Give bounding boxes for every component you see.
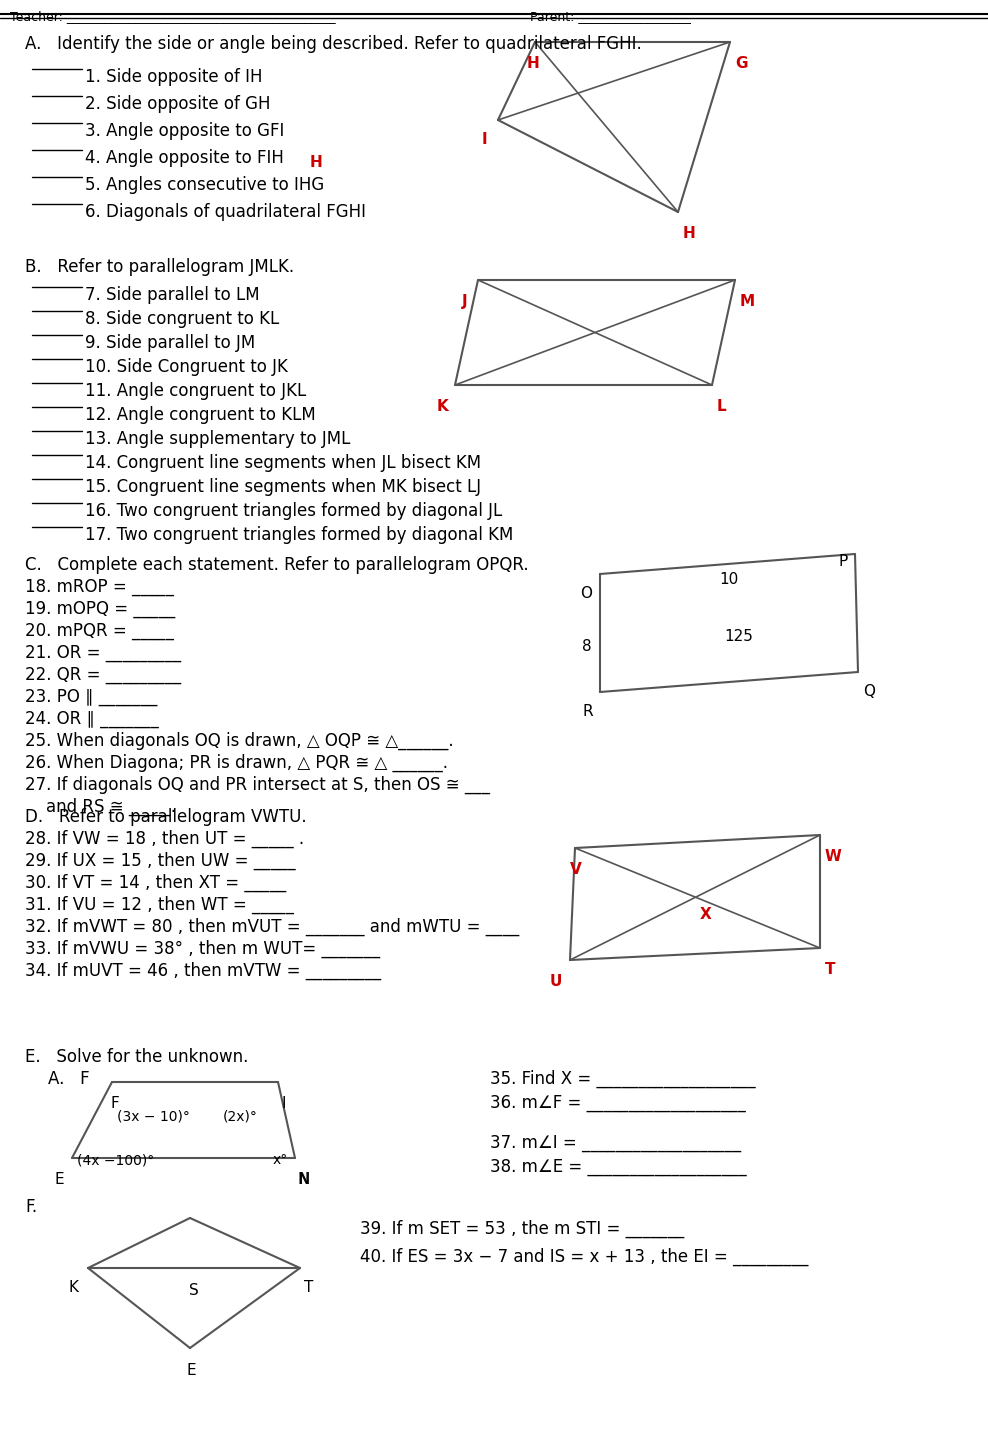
Text: Teacher: ___________________________________________: Teacher: _______________________________… xyxy=(10,10,336,23)
Text: 8: 8 xyxy=(582,639,592,654)
Text: O: O xyxy=(580,585,592,601)
Text: E: E xyxy=(186,1363,196,1378)
Text: K: K xyxy=(437,399,449,415)
Text: 1. Side opposite of IH: 1. Side opposite of IH xyxy=(85,67,263,86)
Text: H: H xyxy=(527,56,539,70)
Text: E: E xyxy=(54,1172,63,1187)
Text: 3. Angle opposite to GFI: 3. Angle opposite to GFI xyxy=(85,122,285,141)
Text: N: N xyxy=(297,1172,308,1187)
Text: 10. Side Congruent to JK: 10. Side Congruent to JK xyxy=(85,357,288,376)
Text: and RS ≅ _____.: and RS ≅ _____. xyxy=(25,798,176,817)
Text: 8. Side congruent to KL: 8. Side congruent to KL xyxy=(85,310,280,329)
Text: 15. Congruent line segments when MK bisect LJ: 15. Congruent line segments when MK bise… xyxy=(85,478,481,497)
Text: 38. m∠E = ___________________: 38. m∠E = ___________________ xyxy=(490,1158,747,1177)
Text: S: S xyxy=(189,1283,199,1299)
Text: 40. If ES = 3x − 7 and IS = x + 13 , the EI = _________: 40. If ES = 3x − 7 and IS = x + 13 , the… xyxy=(360,1248,808,1266)
Text: V: V xyxy=(570,862,582,877)
Text: 33. If mVWU = 38° , then m WUT= _______: 33. If mVWU = 38° , then m WUT= _______ xyxy=(25,940,380,959)
Text: L: L xyxy=(717,399,726,415)
Text: H: H xyxy=(683,225,696,241)
Text: N: N xyxy=(298,1172,309,1187)
Text: 32. If mVWT = 80 , then mVUT = _______ and mWTU = ____: 32. If mVWT = 80 , then mVUT = _______ a… xyxy=(25,918,520,936)
Text: Parent: __________________: Parent: __________________ xyxy=(530,10,691,23)
Text: F: F xyxy=(110,1096,119,1111)
Text: 24. OR ∥ _______: 24. OR ∥ _______ xyxy=(25,710,159,728)
Text: 22. QR = _________: 22. QR = _________ xyxy=(25,666,181,684)
Text: 31. If VU = 12 , then WT = _____: 31. If VU = 12 , then WT = _____ xyxy=(25,895,293,914)
Text: 18. mROP = _____: 18. mROP = _____ xyxy=(25,578,174,596)
Text: W: W xyxy=(825,850,842,864)
Text: F.: F. xyxy=(25,1198,38,1215)
Text: T: T xyxy=(304,1280,313,1294)
Text: M: M xyxy=(740,294,755,309)
Text: 23. PO ∥ _______: 23. PO ∥ _______ xyxy=(25,687,157,706)
Text: C.   Complete each statement. Refer to parallelogram OPQR.: C. Complete each statement. Refer to par… xyxy=(25,555,529,574)
Text: I: I xyxy=(281,1096,286,1111)
Text: T: T xyxy=(825,961,836,977)
Text: B.   Refer to parallelogram JMLK.: B. Refer to parallelogram JMLK. xyxy=(25,258,294,276)
Text: 14. Congruent line segments when JL bisect KM: 14. Congruent line segments when JL bise… xyxy=(85,453,481,472)
Text: 10: 10 xyxy=(719,573,738,587)
Text: 11. Angle congruent to JKL: 11. Angle congruent to JKL xyxy=(85,382,306,400)
Text: 36. m∠F = ___________________: 36. m∠F = ___________________ xyxy=(490,1093,746,1112)
Text: X: X xyxy=(700,907,711,923)
Text: 27. If diagonals OQ and PR intersect at S, then OS ≅ ___: 27. If diagonals OQ and PR intersect at … xyxy=(25,776,490,794)
Text: 7. Side parallel to LM: 7. Side parallel to LM xyxy=(85,286,260,304)
Text: 12. Angle congruent to KLM: 12. Angle congruent to KLM xyxy=(85,406,316,423)
Text: 29. If UX = 15 , then UW = _____: 29. If UX = 15 , then UW = _____ xyxy=(25,852,295,870)
Text: 17. Two congruent triangles formed by diagonal KM: 17. Two congruent triangles formed by di… xyxy=(85,527,514,544)
Text: H: H xyxy=(310,155,323,169)
Text: 25. When diagonals OQ is drawn, △ OQP ≅ △______.: 25. When diagonals OQ is drawn, △ OQP ≅ … xyxy=(25,732,453,751)
Text: 35. Find X = ___________________: 35. Find X = ___________________ xyxy=(490,1071,756,1088)
Text: 125: 125 xyxy=(724,629,753,644)
Text: K: K xyxy=(68,1280,78,1294)
Text: 26. When Diagona; PR is drawn, △ PQR ≅ △ ______.: 26. When Diagona; PR is drawn, △ PQR ≅ △… xyxy=(25,753,448,772)
Text: x°: x° xyxy=(273,1152,288,1167)
Text: (4x −100)°: (4x −100)° xyxy=(77,1152,154,1167)
Text: 4. Angle opposite to FIH: 4. Angle opposite to FIH xyxy=(85,149,284,166)
Text: A.   Identify the side or angle being described. Refer to quadrilateral FGHI.: A. Identify the side or angle being desc… xyxy=(25,34,642,53)
Text: 19. mOPQ = _____: 19. mOPQ = _____ xyxy=(25,600,175,618)
Text: (2x)°: (2x)° xyxy=(223,1111,258,1124)
Text: U: U xyxy=(550,974,562,989)
Text: D.   Refer to parallelogram VWTU.: D. Refer to parallelogram VWTU. xyxy=(25,808,306,827)
Text: P: P xyxy=(838,554,848,570)
Text: (3x − 10)°: (3x − 10)° xyxy=(117,1111,190,1124)
Text: 5. Angles consecutive to IHG: 5. Angles consecutive to IHG xyxy=(85,177,324,194)
Text: 16. Two congruent triangles formed by diagonal JL: 16. Two congruent triangles formed by di… xyxy=(85,502,502,519)
Text: I: I xyxy=(482,132,488,146)
Text: 21. OR = _________: 21. OR = _________ xyxy=(25,644,181,662)
Text: 39. If m SET = 53 , the m STI = _______: 39. If m SET = 53 , the m STI = _______ xyxy=(360,1220,685,1238)
Text: 13. Angle supplementary to JML: 13. Angle supplementary to JML xyxy=(85,430,351,448)
Text: 9. Side parallel to JM: 9. Side parallel to JM xyxy=(85,334,255,352)
Text: A.   F: A. F xyxy=(48,1071,90,1088)
Text: G: G xyxy=(735,56,748,70)
Text: 6. Diagonals of quadrilateral FGHI: 6. Diagonals of quadrilateral FGHI xyxy=(85,202,366,221)
Text: 20. mPQR = _____: 20. mPQR = _____ xyxy=(25,621,174,640)
Text: 37. m∠I = ___________________: 37. m∠I = ___________________ xyxy=(490,1134,741,1152)
Text: J: J xyxy=(462,294,467,309)
Text: 34. If mUVT = 46 , then mVTW = _________: 34. If mUVT = 46 , then mVTW = _________ xyxy=(25,961,381,980)
Text: R: R xyxy=(582,705,593,719)
Text: 30. If VT = 14 , then XT = _____: 30. If VT = 14 , then XT = _____ xyxy=(25,874,287,893)
Text: Q: Q xyxy=(863,684,875,699)
Text: 28. If VW = 18 , then UT = _____ .: 28. If VW = 18 , then UT = _____ . xyxy=(25,829,304,848)
Text: E.   Solve for the unknown.: E. Solve for the unknown. xyxy=(25,1048,248,1066)
Text: 2. Side opposite of GH: 2. Side opposite of GH xyxy=(85,95,271,113)
